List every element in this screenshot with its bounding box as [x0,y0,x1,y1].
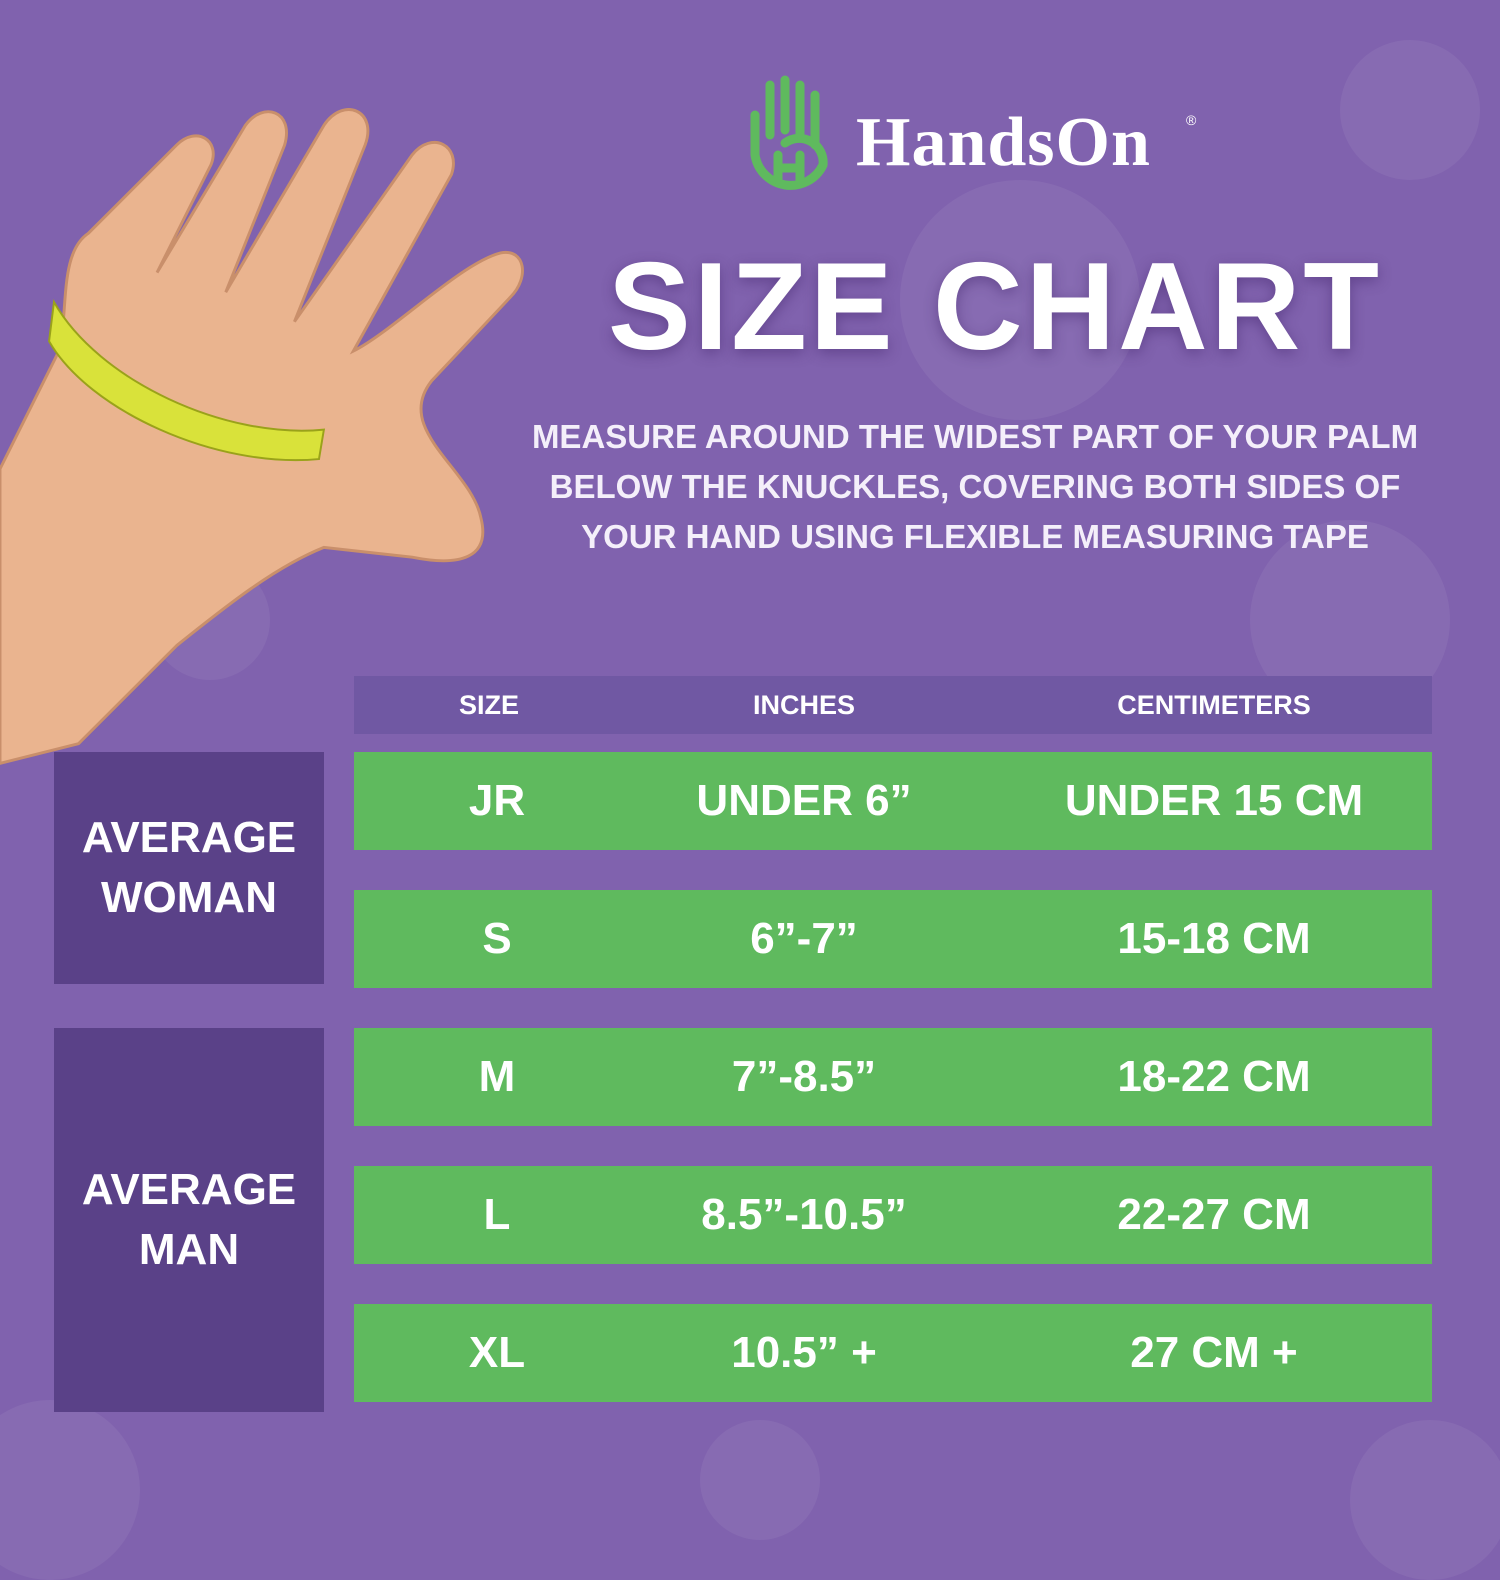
table-row: M 7”-8.5” 18-22 CM [354,1028,1432,1126]
size-cell: S [482,914,512,963]
brand-name: HandsOn [856,104,1151,181]
inches-cell: 6”-7” [750,914,858,963]
inches-cell: 8.5”-10.5” [701,1190,907,1239]
measuring-instructions: MEASURE AROUND THE WIDEST PART OF YOUR P… [531,418,1419,555]
registered-mark: ® [1186,112,1197,128]
inches-cell: 10.5” + [731,1328,877,1377]
group-label: AVERAGE WOMAN [81,813,297,922]
group-label: AVERAGE MAN [81,1165,297,1274]
inches-cell: UNDER 6” [696,776,912,825]
table-row: L 8.5”-10.5” 22-27 CM [354,1166,1432,1264]
hand-illustration [0,108,524,765]
table-row: XL 10.5” + 27 CM + [354,1304,1432,1402]
table-row: JR UNDER 6” UNDER 15 CM [354,752,1432,850]
page-title: SIZE CHART [608,238,1382,376]
table-header: SIZE INCHES CENTIMETERS [354,676,1432,734]
size-cell: JR [468,776,526,825]
cm-cell: 22-27 CM [1117,1190,1311,1239]
cm-cell: 27 CM + [1130,1328,1298,1377]
measuring-tape-icon [48,298,326,462]
inches-cell: 7”-8.5” [731,1052,877,1101]
size-cell: M [478,1052,516,1101]
cm-cell: 18-22 CM [1117,1052,1311,1101]
header-size: SIZE [458,690,519,720]
header-centimeters: CENTIMETERS [1117,690,1311,720]
cm-cell: 15-18 CM [1117,914,1311,963]
cm-cell: UNDER 15 CM [1064,776,1364,825]
handson-logo-icon [750,75,828,190]
table-row: S 6”-7” 15-18 CM [354,890,1432,988]
size-cell: L [483,1190,511,1239]
group-average-woman: AVERAGE WOMAN [54,752,324,984]
size-cell: XL [468,1328,526,1377]
header-inches: INCHES [752,690,855,720]
group-average-man: AVERAGE MAN [54,1028,324,1412]
